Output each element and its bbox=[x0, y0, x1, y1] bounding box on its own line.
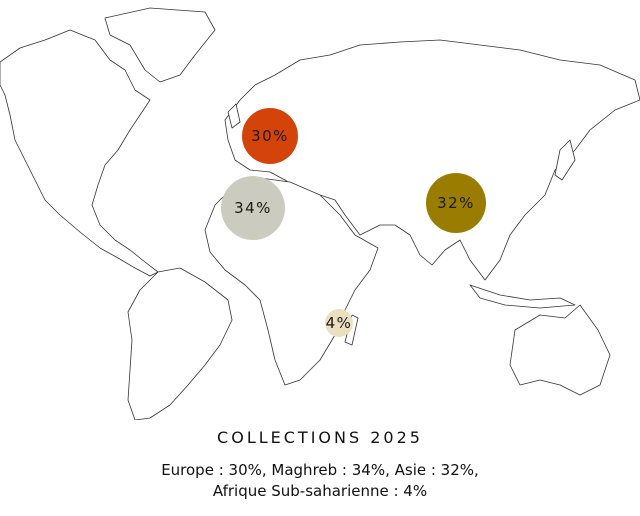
north-america bbox=[0, 29, 159, 277]
bubble-label: 34% bbox=[234, 199, 272, 217]
caption-line-2: Afrique Sub-saharienne : 4% bbox=[212, 482, 428, 500]
japan bbox=[554, 139, 576, 181]
greenland bbox=[104, 7, 216, 83]
bubble-afrique-sub-saharienne bbox=[325, 309, 353, 337]
bubbles: 30% 34% 32% 4% bbox=[221, 108, 486, 337]
caption: Europe : 30%, Maghreb : 34%, Asie : 32%,… bbox=[0, 460, 640, 502]
south-america bbox=[127, 267, 233, 420]
australia bbox=[509, 304, 611, 396]
caption-line-1: Europe : 30%, Maghreb : 34%, Asie : 32%, bbox=[161, 461, 479, 479]
continents bbox=[0, 7, 640, 420]
bubble-asie bbox=[426, 173, 486, 233]
world-map: 30% 34% 32% 4% bbox=[0, 7, 640, 420]
bubble-label: 4% bbox=[326, 314, 353, 332]
bubble-maghreb bbox=[221, 176, 285, 240]
indonesia bbox=[469, 284, 576, 309]
bubble-europe bbox=[242, 108, 298, 164]
great-britain bbox=[227, 103, 241, 129]
bubble-label: 30% bbox=[251, 127, 289, 145]
chart-title: COLLECTIONS 2025 bbox=[217, 428, 423, 447]
bubble-label: 32% bbox=[437, 194, 475, 212]
